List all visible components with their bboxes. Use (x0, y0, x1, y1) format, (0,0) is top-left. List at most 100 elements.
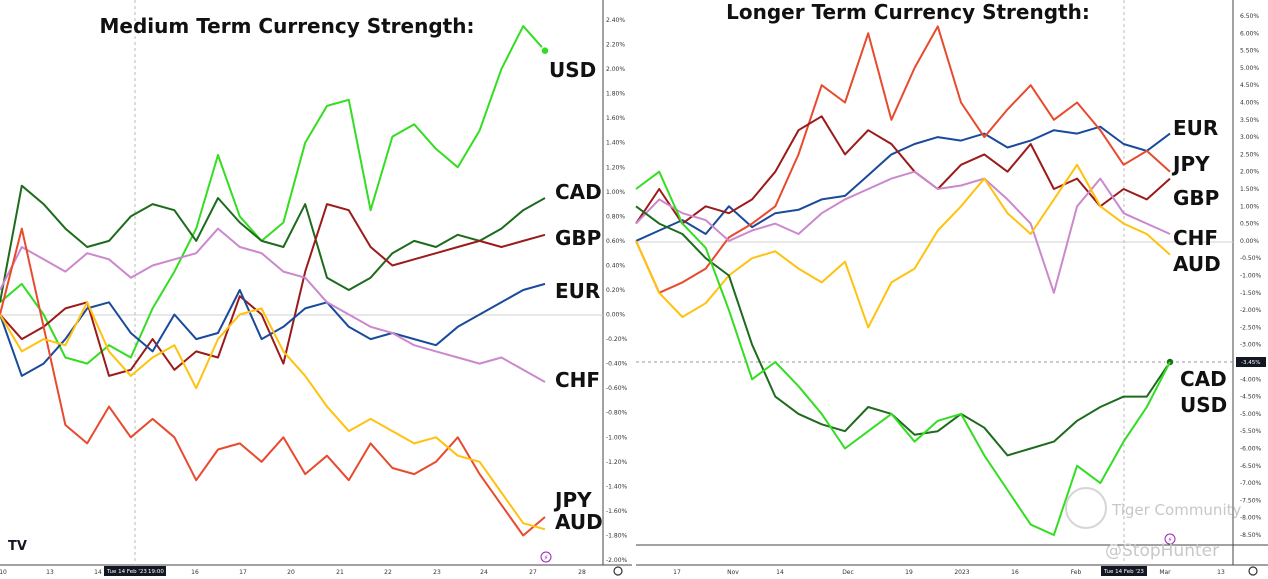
x-tick-label: 13 (46, 569, 54, 576)
left-date-flag-text: Tue 14 Feb '23 (106, 569, 147, 575)
y-tick-label: 1.80% (606, 91, 625, 98)
x-tick-label: Mar (1159, 569, 1171, 576)
series-label-aud: AUD (1173, 252, 1221, 276)
series-line-cad (0, 184, 546, 303)
series-label-eur: EUR (555, 279, 600, 303)
y-tick-label: 1.40% (606, 140, 625, 147)
y-tick-label: 2.20% (606, 42, 625, 49)
series-label-aud: AUD (555, 510, 603, 534)
x-tick-label: 22 (384, 569, 392, 576)
left-lightning-icon[interactable] (540, 551, 552, 563)
y-tick-label: -8.00% (1240, 515, 1262, 522)
y-tick-label: 2.00% (1240, 169, 1259, 176)
series-line-jpy (0, 227, 546, 537)
series-label-jpy: JPY (553, 488, 592, 512)
series-line-eur (635, 125, 1171, 242)
y-tick-label: 1.50% (1240, 186, 1259, 193)
y-tick-label: 6.00% (1240, 30, 1259, 37)
left-date-flag-time: 19:00 (148, 569, 164, 575)
series-line-aud (0, 301, 546, 531)
y-tick-label: -1.20% (606, 459, 628, 466)
right-price-flag (1236, 357, 1266, 367)
y-tick-label: 4.00% (1240, 100, 1259, 107)
series-line-aud (635, 163, 1171, 329)
series-label-chf: CHF (555, 368, 600, 392)
series-label-usd: USD (549, 58, 596, 82)
y-tick-label: 2.00% (606, 66, 625, 73)
x-tick-label: 17 (673, 569, 681, 576)
right-date-flag-text: Tue 14 Feb '23 (1103, 569, 1144, 575)
y-tick-label: 1.20% (606, 164, 625, 171)
series-line-eur (0, 282, 546, 377)
y-tick-label: -2.50% (1240, 324, 1262, 331)
y-tick-label: -4.50% (1240, 394, 1262, 401)
x-tick-label: 20 (287, 569, 295, 576)
right-lightning-icon[interactable] (1164, 533, 1176, 545)
series-label-usd: USD (1180, 393, 1227, 417)
y-tick-label: -4.00% (1240, 376, 1262, 383)
series-label-eur: EUR (1173, 116, 1218, 140)
series-line-chf (635, 170, 1171, 294)
series-label-gbp: GBP (1173, 186, 1219, 210)
x-tick-label: 24 (480, 569, 488, 576)
y-tick-label: -1.40% (606, 483, 628, 490)
x-tick-label: 27 (529, 569, 537, 576)
y-tick-label: 0.50% (1240, 221, 1259, 228)
y-tick-label: -1.80% (606, 532, 628, 539)
y-tick-label: 1.00% (606, 189, 625, 196)
y-tick-label: -3.00% (1240, 342, 1262, 349)
y-tick-label: -7.50% (1240, 497, 1262, 504)
x-tick-label: 16 (191, 569, 199, 576)
series-line-gbp (635, 115, 1171, 225)
y-tick-label: 5.50% (1240, 48, 1259, 55)
x-tick-label: Nov (727, 569, 739, 576)
series-label-cad: CAD (1180, 367, 1227, 391)
x-tick-label: 23 (433, 569, 441, 576)
medium-term-chart: 2.40% 2.20% 2.00% 1.80% 1.60% 1.40% 1.20% 1.00%… (0, 0, 633, 579)
tiger-logo-icon (1065, 487, 1107, 529)
y-tick-label: 6.50% (1240, 13, 1259, 20)
x-tick-label: 13 (1217, 569, 1225, 576)
series-line-usd (0, 25, 546, 365)
y-tick-label: 0.20% (606, 287, 625, 294)
y-tick-label: -8.50% (1240, 532, 1262, 539)
x-tick-label: 28 (578, 569, 586, 576)
watermark-handle: @StopHunter (1105, 541, 1219, 561)
longer-term-chart: 6.50% 6.00% 5.50% 5.00% 4.50% 4.00% 3.50% 3.00%… (613, 0, 1268, 579)
series-line-chf (0, 227, 546, 383)
x-tick-label: 14 (94, 569, 102, 576)
y-tick-label: -5.00% (1240, 411, 1262, 418)
y-tick-label: 0.00% (606, 312, 625, 319)
series-line-usd (635, 170, 1171, 536)
x-tick-label: Dec (842, 569, 854, 576)
y-tick-label: 3.00% (1240, 134, 1259, 141)
right-lightning-glyph: ⚡ (1168, 536, 1173, 544)
y-tick-label: 1.00% (1240, 203, 1259, 210)
y-tick-label: -1.00% (606, 434, 628, 441)
y-tick-label: -6.50% (1240, 463, 1262, 470)
right-chart-title: Longer Term Currency Strength: (726, 0, 1090, 24)
series-label-chf: CHF (1173, 226, 1218, 250)
y-tick-label: -1.50% (1240, 290, 1262, 297)
x-tick-label: 14 (776, 569, 784, 576)
x-tick-label: 10 (0, 569, 7, 576)
right-chart-background (636, 0, 1268, 579)
y-tick-label: -6.00% (1240, 446, 1262, 453)
y-tick-label: 2.50% (1240, 151, 1259, 158)
y-tick-label: 3.50% (1240, 117, 1259, 124)
y-tick-label: -1.00% (1240, 273, 1262, 280)
x-tick-label: Feb (1071, 569, 1082, 576)
y-tick-label: 0.40% (606, 262, 625, 269)
right-settings-gear-icon[interactable] (1248, 566, 1258, 576)
y-tick-label: -5.50% (1240, 428, 1262, 435)
series-line-jpy (635, 25, 1171, 294)
x-tick-label: 2023 (954, 569, 969, 576)
left-y-axis-ticks: 2.40% 2.20% 2.00% 1.80% 1.60% 1.40% 1.20% 1.00%… (606, 17, 628, 564)
right-series-lines (635, 25, 1175, 536)
left-settings-gear-icon[interactable] (613, 566, 623, 576)
right-x-axis-ticks: 17 Nov 14 Dec 19 2023 16 Feb Mar 13 (673, 569, 1225, 576)
y-tick-label: 1.60% (606, 115, 625, 122)
